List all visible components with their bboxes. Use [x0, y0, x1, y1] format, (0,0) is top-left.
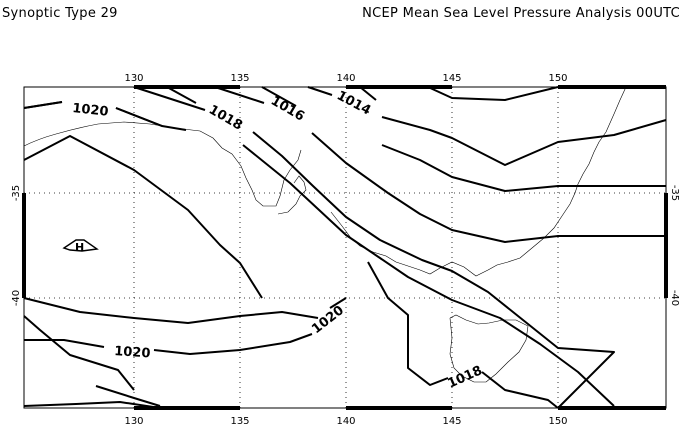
lon-tick-bottom-150: 150	[548, 416, 567, 427]
map-frame	[23, 86, 667, 409]
contour-label-1020-south: 1020	[114, 344, 151, 361]
contour-label-1016: 1016	[268, 93, 307, 124]
frame-bar-sides	[22, 193, 668, 298]
lon-tick-top-145: 145	[442, 73, 461, 84]
chart-title-left: Synoptic Type 29	[2, 6, 118, 21]
lat-tick-left-35: -35	[11, 185, 22, 201]
chart-title-right: NCEP Mean Sea Level Pressure Analysis 00…	[362, 6, 680, 21]
lat-tick-right-35: -35	[669, 185, 680, 201]
lon-tick-bottom-145: 145	[442, 416, 461, 427]
lon-tick-top-130: 130	[124, 73, 143, 84]
lat-tick-left-40: -40	[11, 290, 22, 306]
lon-ticks-top: 130 135 140 145 150	[124, 73, 567, 84]
lon-ticks-bottom: 130 135 140 145 150	[124, 416, 567, 427]
lon-tick-bottom-130: 130	[124, 416, 143, 427]
lon-tick-top-150: 150	[548, 73, 567, 84]
isobars	[23, 86, 667, 409]
coastline	[23, 86, 627, 383]
lon-tick-bottom-140: 140	[336, 416, 355, 427]
lon-tick-top-135: 135	[230, 73, 249, 84]
lon-tick-bottom-135: 135	[230, 416, 249, 427]
contour-label-1018-north: 1018	[206, 102, 245, 133]
graticule	[24, 87, 666, 408]
contour-label-1020-centre: 1020	[309, 303, 347, 337]
lat-tick-right-40: -40	[669, 290, 680, 306]
high-centre	[62, 239, 99, 252]
lon-tick-top-140: 140	[336, 73, 355, 84]
contour-label-1020-west: 1020	[72, 101, 110, 120]
high-marker: H	[75, 241, 84, 254]
contour-label-1018-south: 1018	[446, 363, 485, 391]
